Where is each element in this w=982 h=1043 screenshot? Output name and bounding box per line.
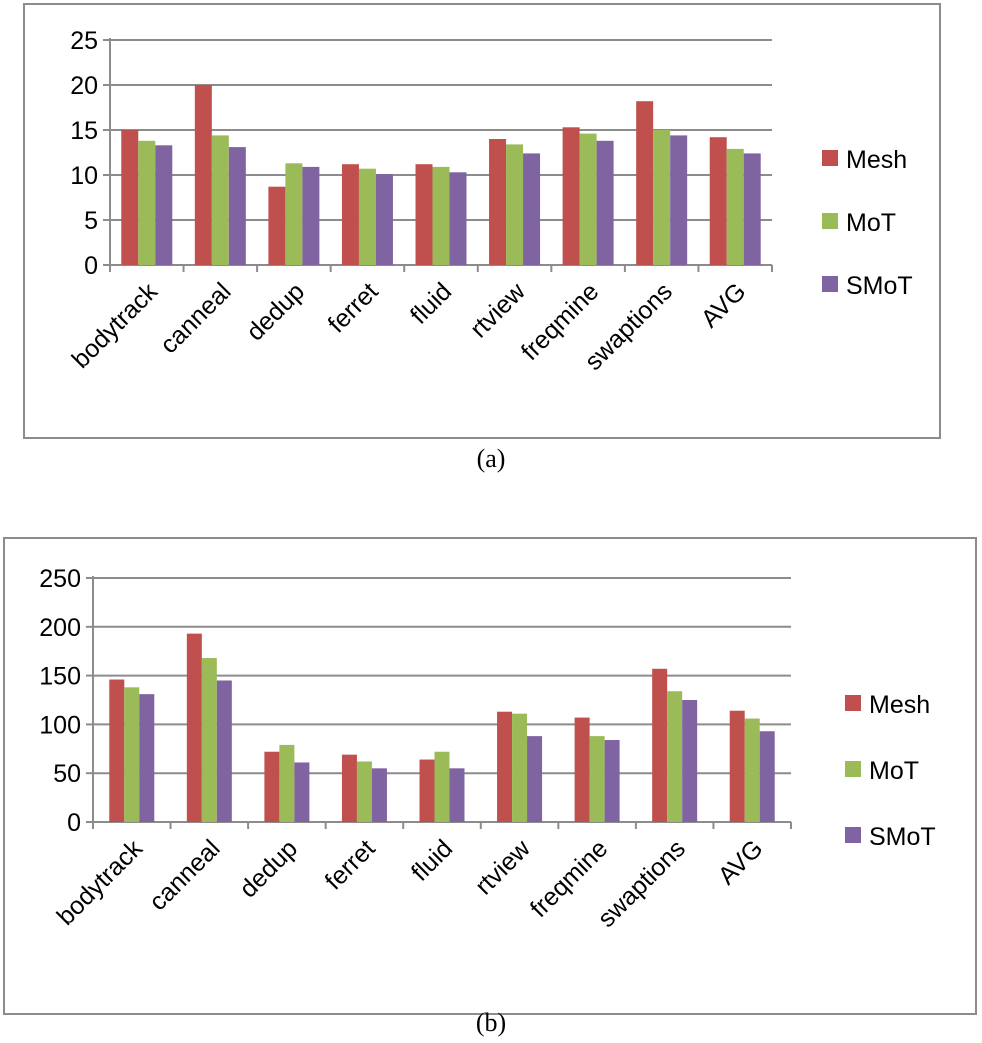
bar-mot-ferret: [356, 761, 372, 822]
bar-mot-bodytrack: [124, 687, 140, 822]
y-tick-label: 250: [39, 565, 81, 593]
y-tick-label: 5: [84, 207, 98, 235]
bar-smot-dedup: [294, 762, 310, 822]
legend-swatch-mot: [822, 213, 838, 229]
legend-label-smot: SMoT: [869, 823, 936, 851]
bar-smot-bodytrack: [155, 145, 173, 265]
bar-mesh-avg: [709, 137, 727, 265]
y-tick-label: 150: [39, 663, 81, 691]
chart-caption-a: (a): [476, 444, 506, 473]
legend-label-mesh: Mesh: [869, 691, 930, 719]
bar-mesh-canneal: [194, 85, 212, 265]
legend-swatch-mesh: [845, 695, 861, 711]
bar-smot-dedup: [302, 166, 320, 265]
bar-smot-swaptions: [682, 700, 698, 822]
bar-mot-avg: [726, 148, 744, 265]
bar-smot-canneal: [216, 680, 232, 822]
bar-mesh-dedup: [264, 751, 280, 822]
bar-mesh-dedup: [268, 186, 286, 265]
bar-mesh-avg: [729, 710, 745, 822]
bar-mesh-bodytrack: [121, 130, 139, 265]
legend-label-mesh: Mesh: [846, 146, 907, 174]
legend-swatch-smot: [822, 276, 838, 292]
bar-smot-fluid: [449, 172, 467, 265]
y-tick-label: 100: [39, 711, 81, 739]
bar-mot-canneal: [201, 658, 217, 822]
chart-frame: [3, 537, 977, 1015]
y-tick-label: 20: [70, 72, 98, 100]
bar-mot-dedup: [285, 163, 303, 265]
bar-mot-freqmine: [579, 133, 597, 265]
bar-mot-fluid: [432, 166, 450, 265]
bar-mot-dedup: [279, 744, 295, 822]
chart-panel-a: 0 5 10 15 20 25 bodytrack canneal dedup ferret flu…: [0, 0, 982, 480]
y-tick-label: 0: [67, 809, 81, 837]
bar-mot-swaptions: [667, 691, 683, 822]
legend-label-smot: SMoT: [846, 272, 913, 300]
bar-mesh-fluid: [419, 759, 435, 822]
legend-label-mot: MoT: [846, 209, 896, 237]
bar-mot-swaptions: [653, 130, 671, 265]
bar-mesh-bodytrack: [109, 679, 125, 822]
bar-mot-canneal: [211, 135, 229, 265]
bar-smot-fluid: [449, 768, 465, 822]
bar-smot-ferret: [375, 174, 393, 265]
bar-smot-freqmine: [596, 140, 614, 265]
bar-mesh-rtview: [497, 711, 513, 822]
bar-mot-fluid: [434, 751, 450, 822]
y-tick-label: 15: [70, 117, 98, 145]
bar-smot-avg: [743, 153, 761, 265]
bar-mesh-canneal: [186, 633, 202, 822]
bar-mot-rtview: [512, 713, 528, 822]
bar-smot-rtview: [527, 736, 543, 822]
bar-smot-bodytrack: [139, 694, 155, 822]
bar-mot-rtview: [506, 144, 524, 265]
legend-swatch-mesh: [822, 150, 838, 166]
bar-smot-avg: [759, 731, 775, 822]
chart-caption-b: (b): [475, 1008, 507, 1037]
bar-mot-bodytrack: [138, 140, 156, 265]
legend-swatch-smot: [845, 827, 861, 843]
bar-smot-freqmine: [604, 740, 620, 822]
bar-mesh-ferret: [341, 754, 357, 822]
bar-smot-swaptions: [670, 135, 688, 265]
y-tick-label: 50: [53, 760, 81, 788]
bar-mot-freqmine: [589, 736, 605, 822]
bar-mesh-ferret: [341, 164, 359, 265]
bar-mesh-fluid: [415, 164, 433, 265]
bar-mesh-rtview: [489, 139, 507, 265]
y-tick-label: 25: [70, 27, 98, 55]
legend-label-mot: MoT: [869, 757, 919, 785]
bar-smot-rtview: [523, 153, 541, 265]
bar-mot-avg: [744, 718, 760, 822]
legend-swatch-mot: [845, 761, 861, 777]
bar-mot-ferret: [358, 168, 376, 265]
y-tick-label: 200: [39, 614, 81, 642]
y-tick-label: 0: [84, 252, 98, 280]
bar-mesh-swaptions: [636, 101, 654, 265]
bar-smot-ferret: [371, 768, 387, 822]
bar-mesh-swaptions: [652, 668, 668, 822]
bar-mesh-freqmine: [574, 717, 590, 822]
y-tick-label: 10: [70, 162, 98, 190]
bar-mesh-freqmine: [562, 127, 580, 265]
bar-smot-canneal: [228, 147, 246, 265]
